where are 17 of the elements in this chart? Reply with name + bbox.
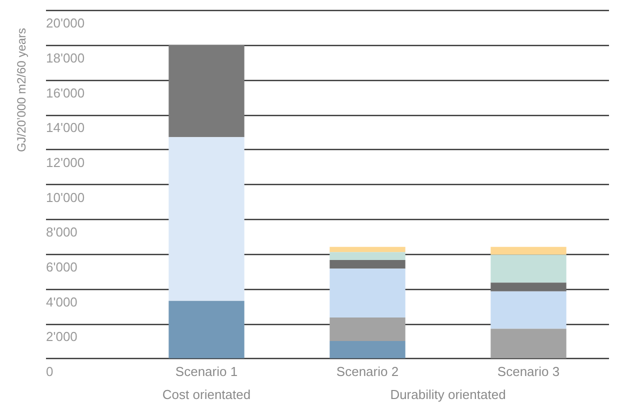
x-tick-label: Scenario 1 [175, 364, 238, 379]
y-tick-label: 0 [46, 364, 54, 379]
y-tick-label: 14'000 [46, 120, 85, 136]
y-tick-label: 10'000 [46, 190, 85, 205]
y-tick-label: 2'000 [46, 329, 78, 344]
text: Cost orientated [162, 386, 251, 402]
y-tick-label: 6'000 [46, 259, 78, 274]
y-tick-label: 8'000 [46, 224, 78, 240]
y-tick-label: 12'000 [46, 154, 85, 170]
text: Durability orientated [390, 386, 506, 402]
y-tick-label: 18'000 [46, 50, 85, 66]
y-tick-label: 20'000 [46, 16, 85, 31]
x-tick-label: Scenario 2 [336, 364, 399, 379]
y-axis-title: GJ/20’000 m2/60 years [14, 28, 28, 152]
x-tick-label: Scenario 3 [497, 364, 560, 379]
y-tick-label: 16'000 [46, 85, 85, 100]
y-tick-label: 4'000 [46, 294, 78, 310]
